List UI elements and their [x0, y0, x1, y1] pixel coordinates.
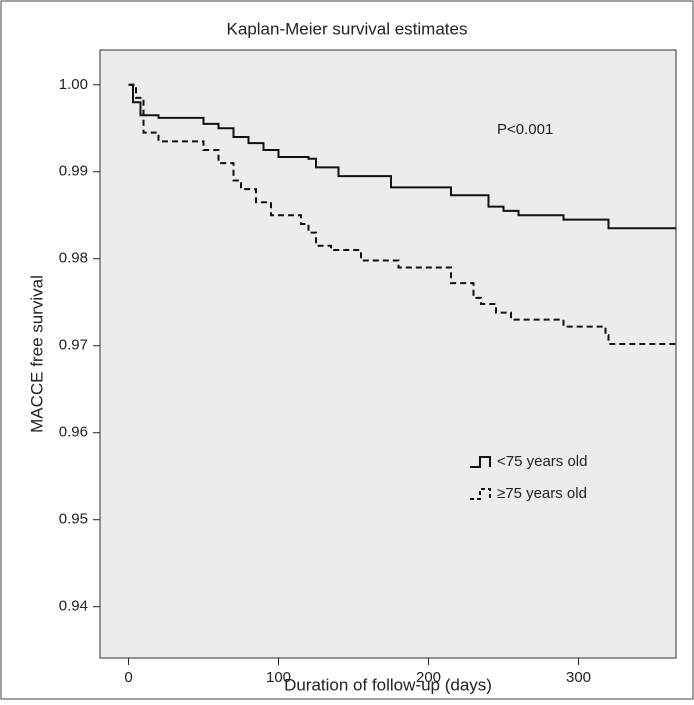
y-axis-label: MACCE free survival	[27, 275, 46, 433]
x-tick-label: 300	[566, 669, 591, 686]
legend-symbol	[470, 456, 491, 468]
survival-line	[128, 83, 676, 230]
x-tick-label: 200	[416, 669, 441, 686]
legend-label: ≥75 years old	[497, 485, 587, 502]
x-tick-label: 0	[124, 669, 132, 686]
legend-label: <75 years old	[497, 453, 587, 470]
y-tick-label: 0.98	[59, 250, 88, 267]
x-axis-label: Duration of follow-up (days)	[284, 675, 492, 694]
y-tick-label: 0.97	[59, 337, 88, 354]
plot-area	[99, 49, 677, 659]
y-tick-label: 0.96	[59, 424, 88, 441]
survival-line	[128, 83, 676, 345]
y-tick-label: 1.00	[59, 76, 88, 93]
annotation: P<0.001	[497, 121, 553, 138]
x-tick-label: 100	[266, 669, 291, 686]
y-tick-label: 0.94	[59, 598, 88, 615]
y-tick-label: 0.95	[59, 511, 88, 528]
chart-title: Kaplan-Meier survival estimates	[227, 19, 468, 38]
y-tick-label: 0.99	[59, 163, 88, 180]
